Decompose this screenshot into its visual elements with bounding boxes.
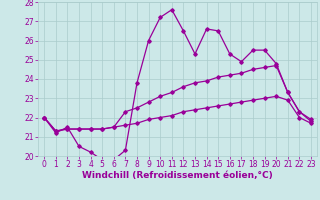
X-axis label: Windchill (Refroidissement éolien,°C): Windchill (Refroidissement éolien,°C) xyxy=(82,171,273,180)
